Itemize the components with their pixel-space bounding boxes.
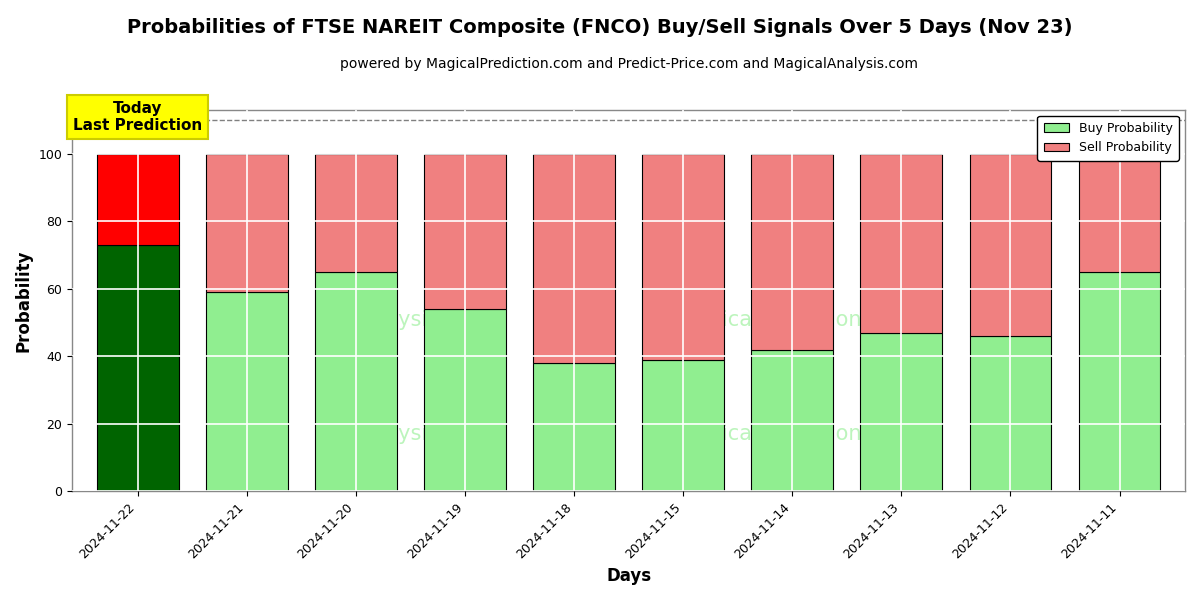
Bar [314, 272, 397, 491]
Bar [97, 245, 179, 491]
Bar [424, 154, 506, 309]
Bar [1079, 154, 1160, 272]
Bar [751, 350, 833, 491]
Bar [533, 154, 614, 363]
Text: MagicalPrediction.com: MagicalPrediction.com [678, 424, 913, 444]
Y-axis label: Probability: Probability [16, 250, 34, 352]
Text: MagicalPrediction.com: MagicalPrediction.com [678, 310, 913, 329]
Bar [642, 359, 724, 491]
Bar [206, 154, 288, 292]
Text: calAnalysis.com: calAnalysis.com [323, 424, 490, 444]
X-axis label: Days: Days [606, 567, 652, 585]
Bar [860, 154, 942, 332]
Legend: Buy Probability, Sell Probability: Buy Probability, Sell Probability [1037, 116, 1178, 161]
Bar [1079, 272, 1160, 491]
Bar [751, 154, 833, 350]
Bar [970, 336, 1051, 491]
Bar [97, 154, 179, 245]
Text: Probabilities of FTSE NAREIT Composite (FNCO) Buy/Sell Signals Over 5 Days (Nov : Probabilities of FTSE NAREIT Composite (… [127, 18, 1073, 37]
Bar [533, 363, 614, 491]
Text: calAnalysis.com: calAnalysis.com [323, 310, 490, 329]
Bar [314, 154, 397, 272]
Bar [206, 292, 288, 491]
Text: Today
Last Prediction: Today Last Prediction [73, 101, 203, 133]
Bar [424, 309, 506, 491]
Bar [860, 332, 942, 491]
Title: powered by MagicalPrediction.com and Predict-Price.com and MagicalAnalysis.com: powered by MagicalPrediction.com and Pre… [340, 57, 918, 71]
Bar [642, 154, 724, 359]
Bar [970, 154, 1051, 336]
